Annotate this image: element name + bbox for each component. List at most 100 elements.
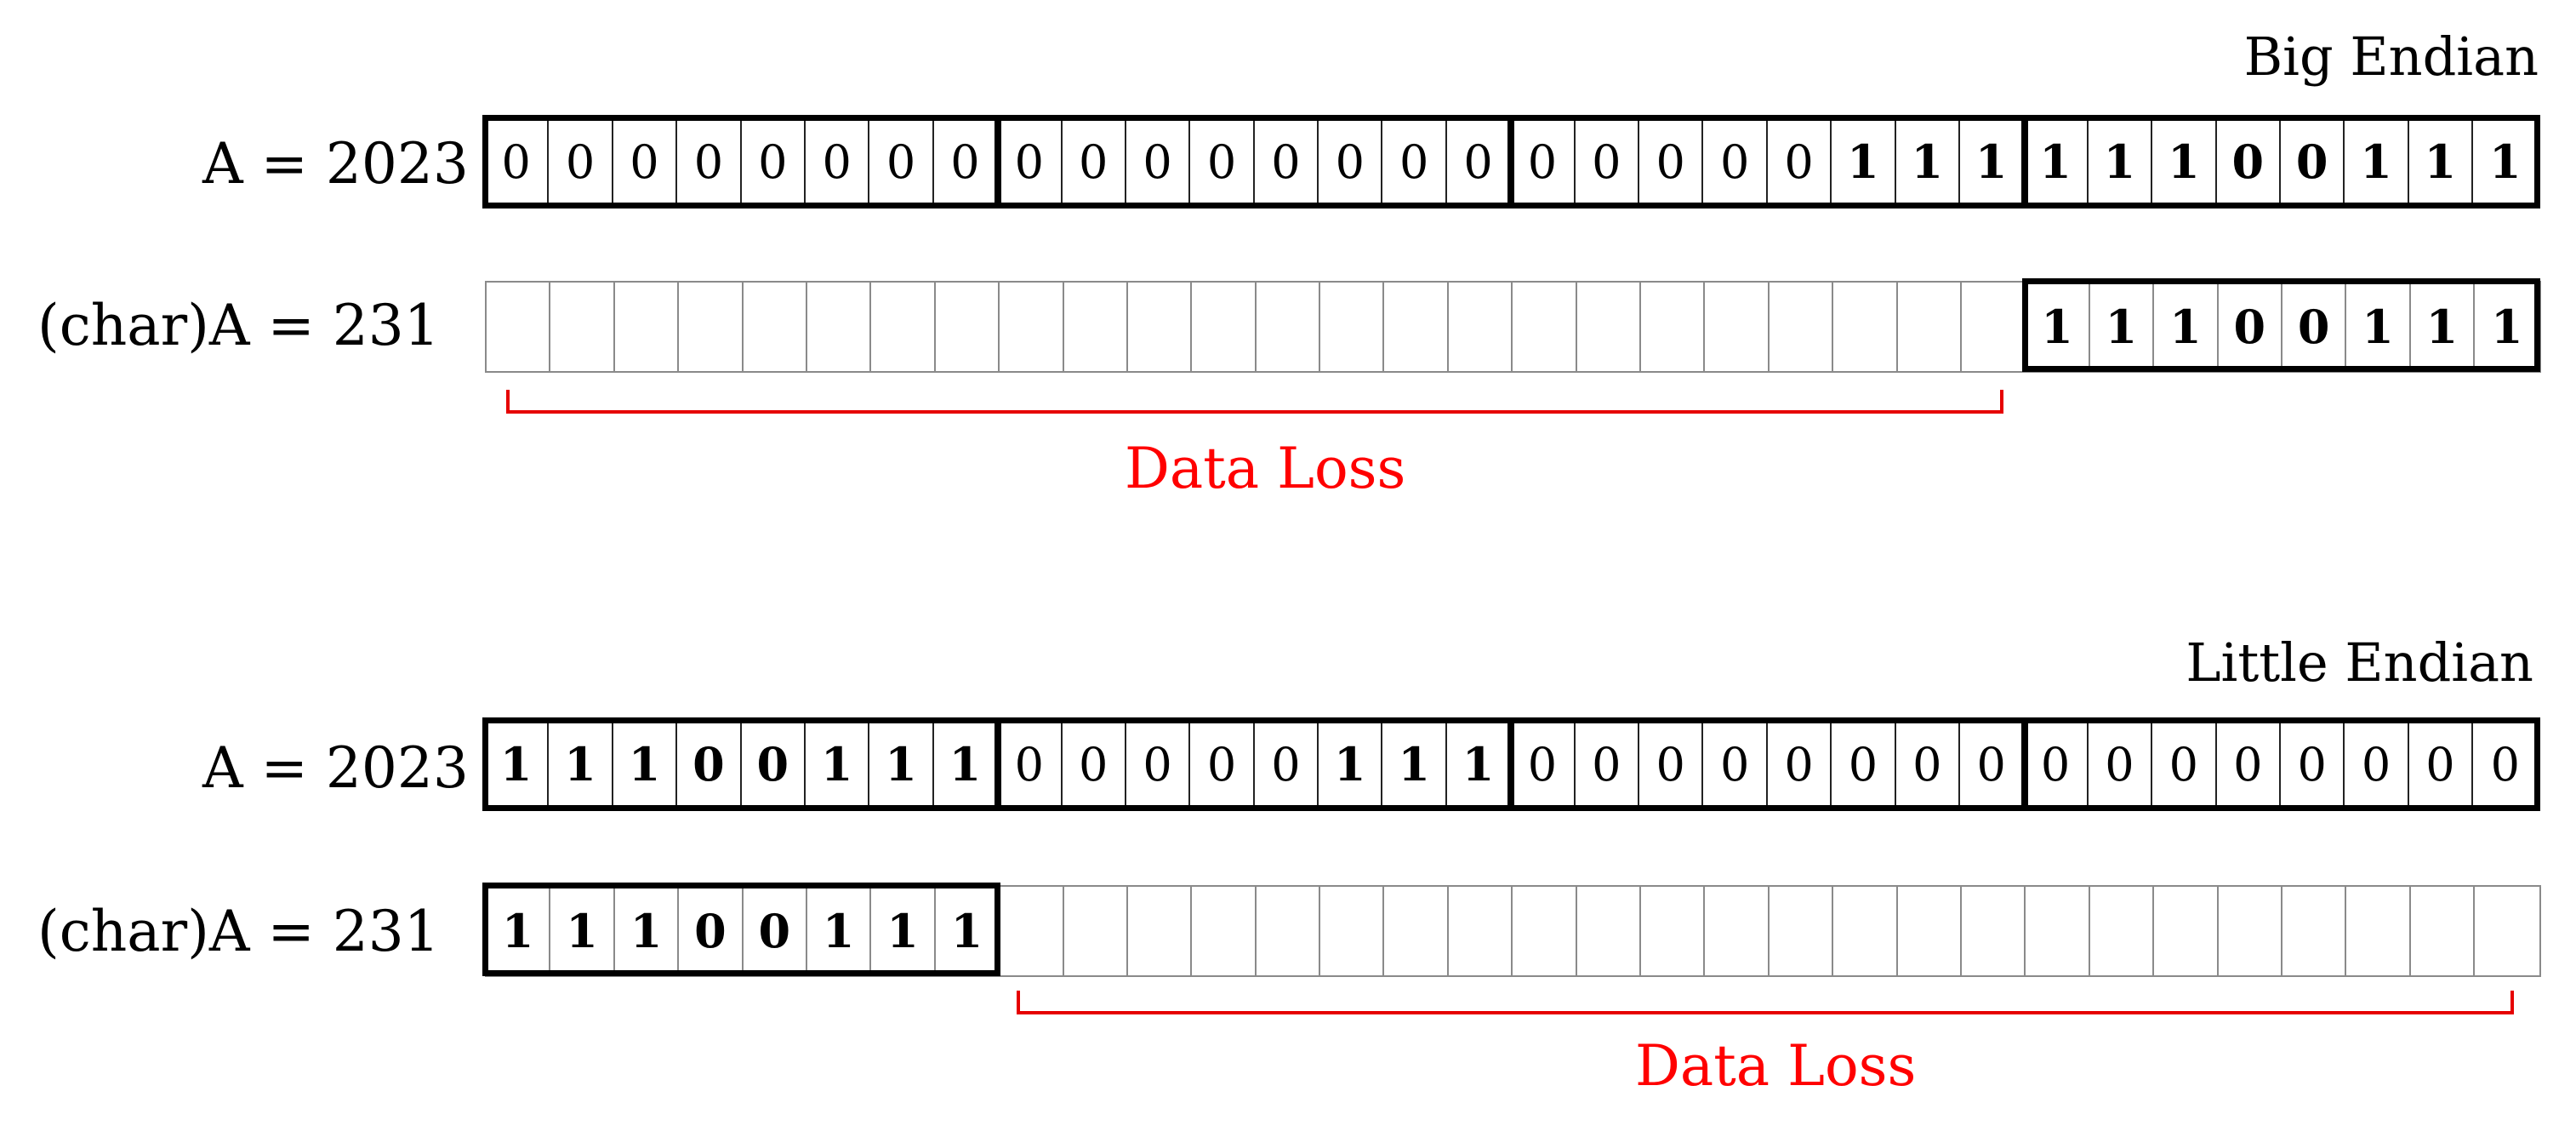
bit-cell: 0 <box>2490 737 2520 791</box>
big-endian-a-label: A = 2023 <box>202 131 469 197</box>
bit-cell: 0 <box>1511 720 1576 808</box>
bit-cell <box>1513 283 1577 371</box>
bit-cell: 0 <box>806 117 870 206</box>
little-endian-char-label: (char)A = 231 <box>37 899 440 964</box>
little-endian-loss-bracket <box>1017 991 2514 1014</box>
bit-cell: 1 <box>1447 720 1512 808</box>
bit-cell <box>1770 283 1834 371</box>
bit-cell <box>1962 887 2026 975</box>
bit-cell: 0 <box>2345 720 2409 808</box>
bit-cell <box>2090 887 2155 975</box>
bit-cell: 0 <box>1382 117 1447 206</box>
bit-cell <box>2475 887 2539 975</box>
bit-cell <box>744 283 807 371</box>
bit-cell: 1 <box>2489 134 2522 189</box>
bit-cell <box>1384 283 1449 371</box>
bit-cell: 1 <box>2346 283 2411 371</box>
bit-cell: 1 <box>613 720 678 808</box>
bit-cell: 0 <box>679 887 744 975</box>
bit-cell: 0 <box>1960 720 2025 808</box>
bit-cell <box>1705 887 1770 975</box>
bit-cell: 0 <box>1896 720 1960 808</box>
bit-cell: 1 <box>1319 720 1383 808</box>
bit-cell <box>1577 887 1642 975</box>
bit-cell: 0 <box>1126 117 1191 206</box>
bit-cell: 1 <box>807 887 872 975</box>
bit-cell <box>1898 283 1962 371</box>
little-endian-loss-label: Data Loss <box>1635 1033 1917 1099</box>
bit-cell <box>1641 283 1706 371</box>
bit-cell: 1 <box>2411 283 2476 371</box>
bit-cell: 0 <box>1063 117 1126 206</box>
bit-cell <box>679 283 744 371</box>
bit-cell: 0 <box>934 117 999 206</box>
bit-cell <box>871 283 936 371</box>
bit-cell: 1 <box>1382 720 1447 808</box>
bit-cell <box>2282 887 2347 975</box>
bit-cell <box>1962 283 2026 371</box>
bit-cell: 1 <box>869 720 934 808</box>
bit-cell: 1 <box>549 720 613 808</box>
bit-cell <box>2411 887 2476 975</box>
bit-cell <box>1000 283 1064 371</box>
bit-cell <box>1898 887 1962 975</box>
bit-cell: 0 <box>677 720 742 808</box>
bit-cell: 1 <box>487 887 551 975</box>
big-endian-loss-bracket <box>506 390 2003 414</box>
bit-cell: 1 <box>615 887 680 975</box>
bit-cell <box>1705 283 1770 371</box>
bit-cell: 0 <box>1832 720 1896 808</box>
bit-cell <box>1257 887 1321 975</box>
bit-cell: 0 <box>613 117 678 206</box>
big-endian-title: Big Endian <box>2243 26 2539 88</box>
bit-cell <box>936 283 1000 371</box>
bit-cell <box>1641 887 1706 975</box>
bit-cell: 0 <box>485 117 550 206</box>
bit-cell: 1 <box>1960 117 2025 206</box>
bit-cell: 0 <box>1190 720 1255 808</box>
bit-cell: 0 <box>2217 117 2281 206</box>
bit-cell <box>1513 887 1577 975</box>
bit-cell: 0 <box>744 887 807 975</box>
bit-cell: 0 <box>2089 720 2153 808</box>
bit-cell: 1 <box>2345 117 2409 206</box>
bit-cell: 0 <box>1576 720 1640 808</box>
bit-cell <box>2346 887 2411 975</box>
bit-cell <box>1577 283 1642 371</box>
bit-cell: 0 <box>1063 720 1126 808</box>
bit-cell: 0 <box>2219 283 2282 371</box>
bit-cell: 0 <box>2024 720 2089 808</box>
bit-cell <box>807 283 872 371</box>
bit-cell <box>2219 887 2282 975</box>
bit-cell: 0 <box>998 117 1063 206</box>
bit-cell: 0 <box>1447 117 1512 206</box>
bit-cell <box>1833 887 1898 975</box>
bit-cell <box>487 283 551 371</box>
bit-cell: 0 <box>1703 117 1768 206</box>
bit-cell <box>1384 887 1449 975</box>
bit-cell <box>1449 283 1513 371</box>
bit-cell: 0 <box>1255 720 1319 808</box>
bit-cell <box>1128 887 1193 975</box>
bit-cell: 1 <box>1832 117 1896 206</box>
bit-cell <box>1833 283 1898 371</box>
bit-cell: 0 <box>2152 720 2217 808</box>
bit-cell: 0 <box>2281 117 2345 206</box>
bit-cell: 0 <box>1511 117 1576 206</box>
bit-cell <box>1192 887 1257 975</box>
bit-cell <box>1064 283 1128 371</box>
bit-cell: 0 <box>1639 720 1704 808</box>
bit-cell: 1 <box>550 887 615 975</box>
bit-cell <box>1192 283 1257 371</box>
big-endian-loss-label: Data Loss <box>1125 436 1406 501</box>
bit-cell: 0 <box>1319 117 1383 206</box>
bit-cell: 0 <box>1768 117 1832 206</box>
bit-cell <box>1770 887 1834 975</box>
bit-cell <box>1000 887 1064 975</box>
bit-cell: 0 <box>2282 283 2347 371</box>
bit-cell: 0 <box>742 117 806 206</box>
